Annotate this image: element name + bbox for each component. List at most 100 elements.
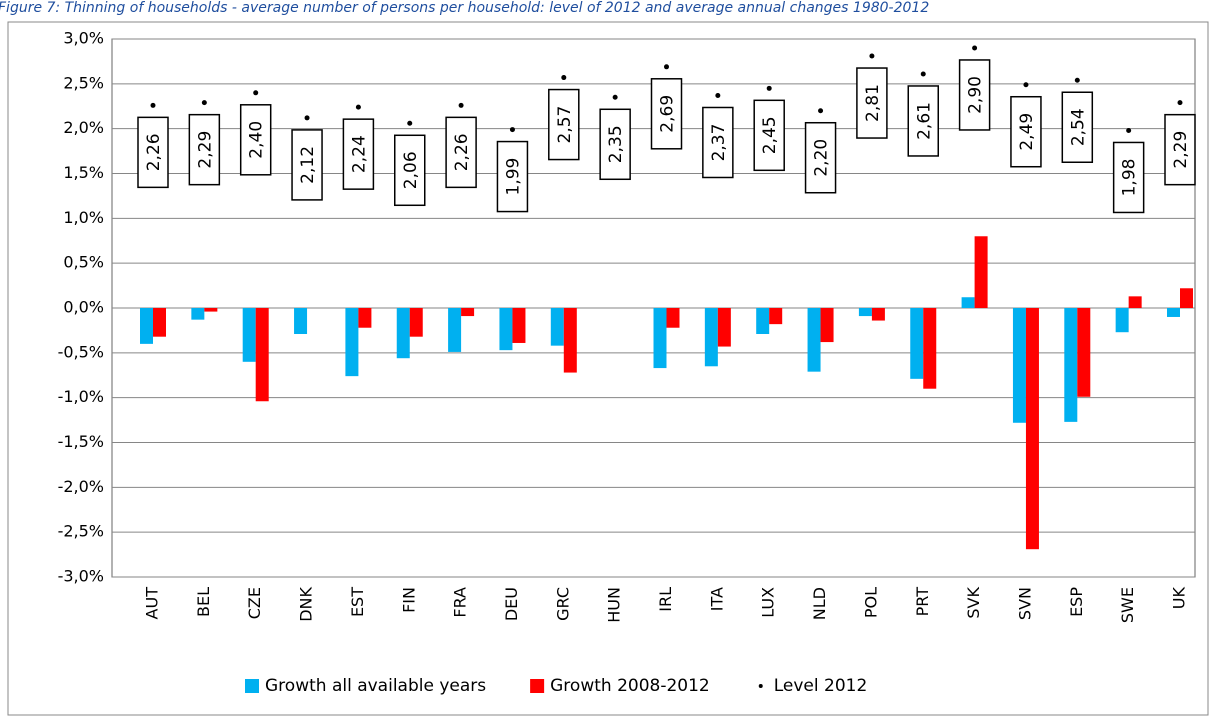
level-label: 2,90 — [966, 76, 986, 114]
bar — [871, 308, 885, 321]
level-dot — [1177, 100, 1183, 106]
y-tick-label: 2,5% — [63, 73, 104, 92]
data-label: 2,26 — [144, 133, 164, 171]
x-tick: PRT — [913, 587, 932, 617]
bar — [204, 308, 218, 312]
bar — [255, 308, 269, 402]
label-box — [548, 88, 580, 161]
level-label: 2,69 — [658, 95, 678, 133]
data-label: 2,06 — [401, 151, 421, 189]
x-tick: SVN — [1015, 587, 1034, 620]
data-label: 2,29 — [1171, 131, 1191, 169]
x-tick: ITA — [707, 587, 726, 611]
data-label: 2,45 — [760, 116, 780, 154]
y-tick-label: -2,0% — [58, 477, 104, 496]
y-tick-label: 1,0% — [63, 208, 104, 227]
level-dot — [1074, 77, 1080, 83]
level-dot — [201, 100, 207, 106]
legend-label: Growth all available years — [265, 676, 486, 696]
bar — [756, 308, 770, 335]
level-label: 2,29 — [1171, 131, 1191, 169]
y-tick-label: 0,5% — [63, 253, 104, 272]
bar — [717, 308, 731, 347]
x-tick: FRA — [451, 587, 470, 618]
x-tick-label: SVN — [1015, 587, 1034, 620]
y-tick-label: 2,0% — [63, 118, 104, 137]
x-tick: SWE — [1118, 587, 1137, 623]
level-label: 2,12 — [298, 146, 318, 184]
level-dot — [715, 92, 721, 98]
level-label: 2,24 — [349, 135, 369, 173]
level-label: 2,81 — [863, 84, 883, 122]
data-label: 2,90 — [966, 76, 986, 114]
label-box — [1164, 113, 1196, 186]
level-dot — [355, 104, 361, 110]
bar — [769, 308, 783, 325]
level-label: 2,40 — [247, 121, 267, 159]
level-label: 2,26 — [144, 133, 164, 171]
x-tick-label: DNK — [297, 586, 316, 621]
label-box — [804, 121, 837, 194]
label-box — [856, 67, 888, 139]
x-tick-label: NLD — [810, 587, 829, 620]
bar — [140, 308, 153, 344]
level-label: 2,35 — [606, 125, 626, 163]
level-dot — [869, 53, 875, 59]
x-tick-label: IRL — [656, 587, 675, 612]
level-label: 2,61 — [914, 102, 934, 140]
y-tick-label: -2,5% — [58, 522, 104, 541]
y-tick-label: -0,5% — [58, 342, 104, 361]
bar — [961, 297, 975, 308]
x-tick-label: GRC — [553, 587, 572, 621]
data-label: 2,54 — [1068, 108, 1088, 146]
bar — [910, 308, 924, 379]
data-label: 1,98 — [1120, 159, 1140, 197]
y-tick-label: 3,0% — [63, 29, 104, 48]
x-tick-label: CZE — [245, 587, 264, 619]
label-box — [394, 134, 426, 207]
bar — [923, 308, 937, 389]
bar — [550, 308, 564, 346]
x-tick-label: FIN — [399, 587, 418, 613]
bar — [358, 308, 372, 328]
bar — [807, 308, 821, 372]
x-tick: BEL — [194, 587, 213, 617]
x-tick-label: DEU — [502, 587, 521, 621]
data-label: 2,61 — [914, 102, 934, 140]
x-tick-label: SVK — [964, 586, 983, 618]
bar — [153, 308, 166, 337]
level-dot — [304, 115, 310, 121]
label-box — [958, 59, 991, 131]
bar — [448, 308, 462, 352]
level-label: 2,26 — [452, 133, 472, 171]
label-box — [753, 99, 785, 172]
x-tick: HUN — [605, 587, 624, 623]
level-dot — [253, 90, 259, 96]
bar — [666, 308, 680, 328]
legend-label: Growth 2008-2012 — [550, 676, 710, 696]
data-label: 2,20 — [812, 139, 832, 177]
label-box — [1112, 141, 1145, 214]
level-label: 2,20 — [812, 139, 832, 177]
x-tick: NLD — [810, 587, 829, 620]
x-tick-label: EST — [348, 587, 367, 617]
x-tick-label: PRT — [913, 587, 932, 617]
level-label: 2,37 — [709, 124, 729, 162]
bar — [294, 308, 308, 335]
x-tick: IRL — [656, 587, 675, 612]
y-tick-label: 0,0% — [63, 298, 104, 317]
data-label: 2,26 — [452, 133, 472, 171]
x-tick-label: FRA — [451, 587, 470, 618]
bar — [499, 308, 513, 351]
x-tick: LUX — [759, 587, 778, 618]
level-label: 2,49 — [1017, 113, 1037, 151]
level-label: 2,06 — [401, 151, 421, 189]
y-tick-label: -1,5% — [58, 432, 104, 451]
label-box — [291, 129, 323, 201]
x-tick: DNK — [297, 586, 316, 621]
x-tick: EST — [348, 587, 367, 617]
bar — [858, 308, 872, 317]
bar — [1012, 308, 1026, 423]
level-dot — [561, 75, 567, 81]
bar — [461, 308, 475, 317]
